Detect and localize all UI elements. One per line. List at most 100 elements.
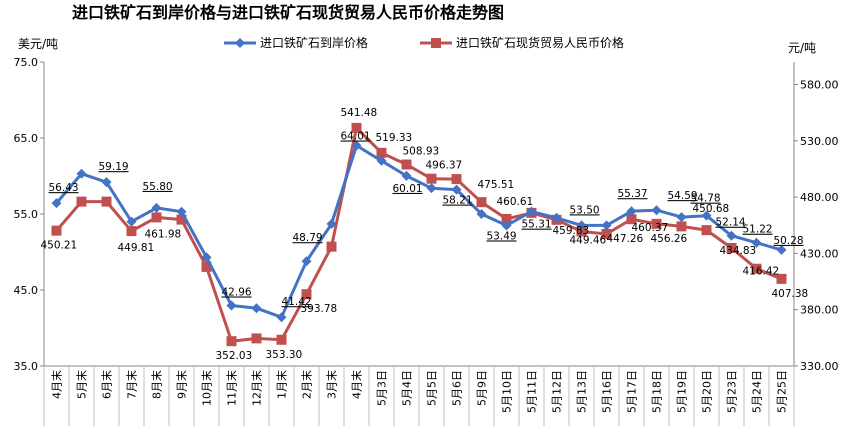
x-tick-label: 2月末 bbox=[300, 370, 314, 399]
data-point bbox=[376, 155, 387, 166]
legend-marker bbox=[235, 38, 245, 48]
x-tick-label: 3月末 bbox=[325, 370, 339, 399]
data-point bbox=[51, 225, 62, 236]
x-tick-label: 5月4日 bbox=[401, 370, 414, 406]
data-point bbox=[101, 196, 112, 207]
x-tick-label: 5月17日 bbox=[626, 370, 639, 413]
x-tick-label: 6月末 bbox=[100, 370, 114, 399]
data-point bbox=[401, 159, 412, 170]
data-point bbox=[126, 216, 137, 227]
x-tick-label: 5月24日 bbox=[751, 370, 764, 413]
data-point bbox=[751, 263, 762, 274]
data-label-rmb: 459.83 bbox=[553, 225, 590, 237]
data-point bbox=[351, 140, 362, 151]
x-tick-label: 5月19日 bbox=[676, 370, 689, 413]
data-label-rmb: 496.37 bbox=[426, 160, 463, 172]
data-point bbox=[51, 198, 62, 209]
data-point bbox=[351, 122, 362, 133]
x-tick-label: 5月18日 bbox=[651, 370, 664, 413]
left-tick-label: 55.0 bbox=[14, 208, 39, 221]
x-tick-label: 10月末 bbox=[200, 370, 214, 406]
data-point bbox=[676, 221, 687, 232]
data-label-cif: 48.79 bbox=[293, 232, 323, 244]
data-label-cif: 55.80 bbox=[143, 181, 173, 193]
data-label-cif: 55.37 bbox=[618, 188, 648, 200]
right-tick-label: 430.00 bbox=[800, 247, 839, 260]
data-label-rmb: 450.68 bbox=[693, 203, 730, 215]
x-tick-label: 9月末 bbox=[175, 370, 189, 399]
data-point bbox=[701, 210, 712, 221]
data-point bbox=[76, 196, 87, 207]
data-point bbox=[751, 237, 762, 248]
data-point bbox=[576, 226, 587, 237]
data-label-cif: 41.42 bbox=[282, 296, 312, 308]
data-label-rmb: 416.42 bbox=[743, 266, 780, 278]
chart-title: 进口铁矿石到岸价格与进口铁矿石现货贸易人民币价格走势图 bbox=[72, 3, 504, 22]
data-labels: 56.43 59.19 55.80 42.96 41.42 48.79 64.01 60.01… bbox=[41, 107, 809, 362]
x-tick-label: 5月6日 bbox=[451, 370, 464, 406]
data-point bbox=[251, 303, 262, 314]
data-label-rmb: 508.93 bbox=[403, 146, 440, 158]
data-label-rmb: 460.37 bbox=[632, 222, 669, 234]
x-tick-label: 5月23日 bbox=[726, 370, 739, 413]
right-tick-label: 480.00 bbox=[800, 191, 839, 204]
data-point bbox=[776, 273, 787, 284]
data-label-rmb: 447.26 bbox=[607, 233, 644, 245]
data-label-cif: 53.49 bbox=[487, 230, 517, 242]
data-point bbox=[201, 261, 212, 272]
data-point bbox=[376, 147, 387, 158]
x-tick-label: 8月末 bbox=[150, 370, 164, 399]
data-label-rmb: 541.48 bbox=[341, 107, 378, 119]
data-point bbox=[276, 312, 287, 323]
data-point bbox=[526, 206, 537, 217]
legend: 进口铁矿石到岸价格 进口铁矿石现货贸易人民币价格 bbox=[224, 35, 624, 50]
data-label-cif: 52.14 bbox=[716, 217, 746, 229]
legend-marker bbox=[431, 38, 441, 48]
data-point bbox=[701, 225, 712, 236]
x-tick-label: 5月13日 bbox=[576, 370, 589, 413]
data-label-cif: 50.28 bbox=[774, 235, 804, 247]
x-tick-label: 7月末 bbox=[125, 370, 139, 399]
x-tick-label: 5月9日 bbox=[476, 370, 489, 406]
left-tick-label: 65.0 bbox=[14, 132, 39, 145]
data-point bbox=[476, 197, 487, 208]
data-label-rmb: 393.78 bbox=[301, 303, 338, 315]
data-point bbox=[576, 220, 587, 231]
right-tick-label: 380.00 bbox=[800, 304, 839, 317]
data-point bbox=[501, 213, 512, 224]
data-label-rmb: 450.21 bbox=[41, 240, 78, 252]
data-point bbox=[301, 256, 312, 267]
data-label-cif: 59.19 bbox=[99, 161, 129, 173]
data-label-rmb: 460.61 bbox=[497, 196, 534, 208]
data-point bbox=[426, 183, 437, 194]
data-label-cif: 56.43 bbox=[49, 182, 79, 194]
legend-label: 进口铁矿石现货贸易人民币价格 bbox=[456, 35, 624, 50]
x-tick-label: 5月20日 bbox=[701, 370, 714, 413]
data-label-rmb: 449.81 bbox=[118, 242, 155, 254]
data-point bbox=[126, 226, 137, 237]
x-tick-label: 5月3日 bbox=[376, 370, 389, 406]
data-label-rmb: 352.03 bbox=[216, 350, 253, 362]
data-label-cif: 51.22 bbox=[743, 224, 773, 236]
x-tick-label: 4月末 bbox=[350, 370, 364, 399]
data-point bbox=[101, 177, 112, 188]
data-label-cif: 64.01 bbox=[341, 131, 371, 143]
data-point bbox=[476, 209, 487, 219]
data-point bbox=[451, 184, 462, 195]
data-label-rmb: 519.33 bbox=[376, 132, 413, 144]
data-point bbox=[651, 205, 662, 216]
data-label-cif: 54.59 bbox=[668, 190, 698, 202]
x-tick-label: 11月末 bbox=[225, 370, 239, 406]
data-point bbox=[776, 244, 787, 255]
x-tick-label: 12月末 bbox=[250, 370, 264, 406]
data-label-cif: 58.21 bbox=[443, 195, 473, 207]
x-tick-label: 5月16日 bbox=[601, 370, 614, 413]
data-point bbox=[151, 212, 162, 223]
data-label-cif: 55.31 bbox=[522, 219, 552, 231]
data-label-cif: 42.96 bbox=[222, 287, 252, 299]
left-tick-label: 35.0 bbox=[14, 360, 39, 373]
data-point bbox=[226, 300, 237, 311]
right-axis-unit: 元/吨 bbox=[788, 41, 816, 55]
right-tick-label: 530.00 bbox=[800, 135, 839, 148]
